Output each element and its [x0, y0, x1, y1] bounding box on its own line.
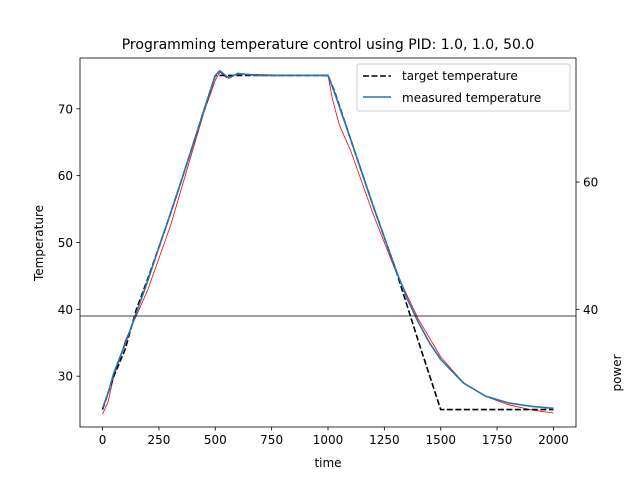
legend: target temperature measured temperature: [356, 63, 571, 112]
x-tick-label: 1750: [482, 433, 513, 447]
power-axis-label: power: [610, 354, 624, 391]
y-tick-label: 50: [58, 236, 73, 250]
x-tick-label: 250: [147, 433, 170, 447]
y-tick-label: 70: [58, 102, 73, 116]
plot-area: [79, 57, 577, 428]
legend-label-measured: measured temperature: [402, 91, 541, 105]
x-tick-label: 1500: [425, 433, 456, 447]
x-tick-label: 500: [204, 433, 227, 447]
power-tick-label: 40: [583, 303, 598, 317]
y-axis: 30 40 50 60 70: [58, 102, 80, 384]
x-axis-label: time: [314, 456, 341, 470]
x-axis: 0 250 500 750 1000 1250 1500 1750 2000: [99, 427, 569, 447]
series-line-measured-temperature: [101, 69, 554, 410]
x-tick-label: 750: [260, 433, 283, 447]
chart-title: Programming temperature control using PI…: [122, 37, 535, 53]
x-tick-label: 1000: [313, 433, 344, 447]
x-tick-label: 2000: [538, 433, 569, 447]
x-tick-label: 1250: [369, 433, 400, 447]
y-tick-label: 30: [58, 370, 73, 384]
y-tick-label: 60: [58, 169, 73, 183]
legend-box: [356, 63, 571, 112]
y-tick-label: 40: [58, 303, 73, 317]
power-tick-label: 60: [583, 176, 598, 190]
x-tick-label: 0: [99, 433, 107, 447]
y-axis-label: Temperature: [32, 205, 46, 282]
power-axis: 40 60: [576, 176, 598, 317]
legend-label-target: target temperature: [402, 69, 518, 83]
